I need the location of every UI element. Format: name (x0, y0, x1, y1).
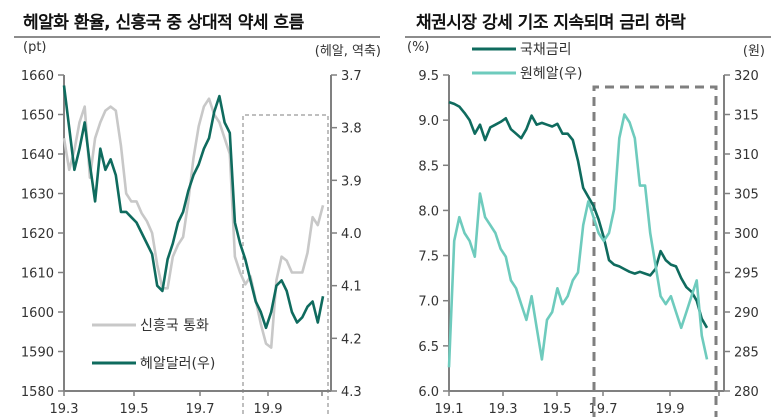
x-tick-label: 19.9 (656, 402, 685, 417)
right-y-tick-label: 320 (734, 69, 759, 84)
left-y-tick-label: 7.0 (418, 295, 439, 310)
x-tick-label: 19.7 (186, 402, 215, 417)
left-y-tick-label: 1610 (21, 267, 54, 282)
left-y-tick-label: 1600 (21, 306, 54, 321)
x-tick-label: 19.5 (120, 402, 149, 417)
right-title-rule (405, 36, 771, 38)
right-chart-panel: 채권시장 강세 기조 지속되며 금리 하락 (%) (원) 6.0 6.5 7.0 7… (385, 0, 771, 417)
right-y-tick-label: 305 (734, 188, 759, 203)
left-y-tick-label: 1620 (21, 227, 54, 242)
series-line-primary (62, 97, 325, 349)
series-line-secondary (62, 85, 325, 330)
left-y-tick-label: 9.0 (418, 114, 439, 129)
right-y-tick-label: 3.9 (341, 174, 362, 189)
left-y-tick-label: 7.5 (418, 250, 439, 265)
legend-label: 국채금리 (520, 42, 572, 58)
left-y-tick-label: 1650 (21, 109, 54, 124)
left-y-tick-label: 1630 (21, 188, 54, 203)
right-y-tick-label: 4.0 (341, 227, 362, 242)
left-y-tick-label: 6.0 (418, 385, 439, 400)
left-y-tick-label: 9.5 (418, 69, 439, 84)
right-y-tick-label: 295 (734, 267, 759, 282)
legend-label: 원헤알(우) (520, 66, 582, 82)
right-y-tick-label: 4.3 (341, 385, 362, 400)
right-y-tick-label: 4.1 (341, 280, 362, 295)
left-y-tick-label: 1640 (21, 148, 54, 163)
right-y-tick-label: 3.8 (341, 122, 362, 137)
left-y-tick-label: 8.0 (418, 204, 439, 219)
right-y-tick-label: 310 (734, 148, 759, 163)
x-tick-label: 19.3 (489, 402, 518, 417)
right-chart-unit-right: (원) (742, 44, 765, 59)
legend-label: 헤알달러(우) (140, 356, 215, 372)
left-y-tick-label: 1590 (21, 346, 54, 361)
left-title-rule (14, 36, 380, 38)
x-tick-label: 19.3 (50, 402, 79, 417)
right-y-tick-label: 300 (734, 227, 759, 242)
left-y-tick-label: 8.5 (418, 159, 439, 174)
right-y-tick-label: 315 (734, 109, 759, 124)
series-line-primary (448, 100, 709, 329)
left-chart-unit-left: (pt) (23, 40, 47, 55)
series-line-secondary (447, 113, 709, 368)
left-y-tick-label: 1580 (21, 385, 54, 400)
left-chart-unit-right: (헤알, 역축) (314, 44, 381, 59)
highlight-dashed-box (242, 114, 329, 417)
right-y-tick-label: 290 (734, 306, 759, 321)
left-y-tick-label: 1660 (21, 69, 54, 84)
left-chart-panel: 헤알화 환율, 신흥국 중 상대적 약세 흐름 (pt) (헤알, 역축) 15… (0, 0, 385, 417)
right-y-tick-label: 4.2 (341, 332, 362, 347)
left-chart-plot: 1580 1590 1600 1610 1620 1630 1640 1650 1660 3.7 3… (21, 69, 362, 417)
right-chart-unit-left: (%) (407, 40, 430, 55)
left-chart-title: 헤알화 환율, 신흥국 중 상대적 약세 흐름 (23, 13, 304, 33)
right-chart-title: 채권시장 강세 기조 지속되며 금리 하락 (416, 13, 686, 33)
right-chart-plot: 6.0 6.5 7.0 7.5 8.0 8.5 9.0 9.5 280 285 290 295 300 3… (418, 42, 759, 417)
x-tick-label: 19.9 (254, 402, 283, 417)
highlight-dashed-box (592, 85, 718, 417)
x-tick-label: 19.7 (589, 402, 618, 417)
right-y-tick-label: 280 (734, 385, 759, 400)
x-tick-label: 19.1 (435, 402, 464, 417)
legend-label: 신흥국 통화 (140, 318, 209, 334)
left-y-tick-label: 6.5 (418, 340, 439, 355)
right-y-tick-label: 3.7 (341, 69, 362, 84)
right-y-tick-label: 285 (734, 346, 759, 361)
x-tick-label: 19.5 (543, 402, 572, 417)
